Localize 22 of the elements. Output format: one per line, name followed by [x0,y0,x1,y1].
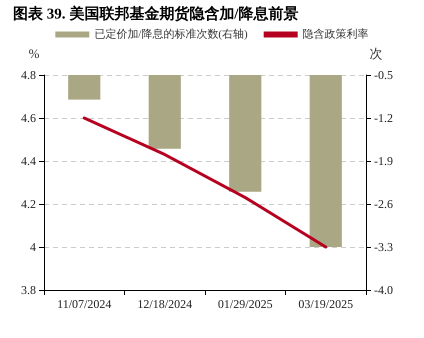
x-tick-label: 01/29/2025 [218,297,273,311]
y-tick-label: 4.4 [21,154,36,168]
y-tick-label: 4.6 [21,111,36,125]
y-tick-label: 3.8 [21,283,36,297]
y2-tick-label: -3.3 [374,240,393,254]
y-tick-label: 4.2 [21,197,36,211]
x-tick-label: 11/07/2024 [57,297,112,311]
y2-tick-label: -0.5 [374,68,393,82]
y-axis-title: % [28,46,40,61]
x-tick-label: 12/18/2024 [137,297,192,311]
y2-tick-label: -2.6 [374,197,393,211]
y2-axis-title: 次 [370,46,382,61]
line-series [82,116,328,248]
y2-tick-label: -4.0 [374,283,393,297]
y-tick-label: 4 [30,240,36,254]
y2-tick-label: -1.9 [374,154,393,168]
y-tick-label: 4.8 [21,68,36,82]
x-tick-label: 03/19/2025 [298,297,354,311]
y2-tick-label: -1.2 [374,111,393,125]
legend-label: 隐含政策利率 [302,28,369,40]
chart-title: 图表 39. 美国联邦基金期货隐含加/降息前景 [13,4,298,22]
legend-label: 已定价加/降息的标准次数(右轴) [94,28,248,40]
